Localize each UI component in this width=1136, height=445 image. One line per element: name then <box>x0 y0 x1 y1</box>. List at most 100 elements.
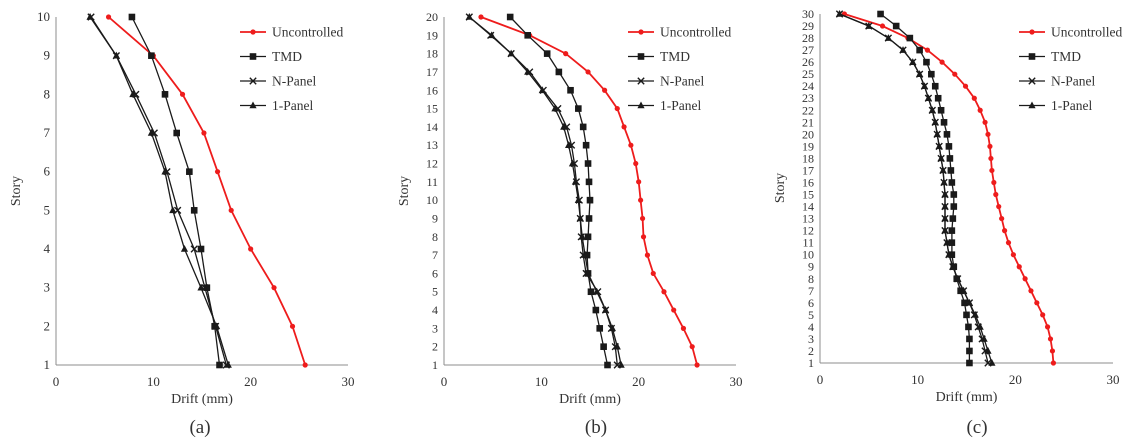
data-point <box>112 51 120 59</box>
panel-label: (b) <box>585 417 607 438</box>
data-point <box>600 343 607 350</box>
y-tick-label: 19 <box>426 28 438 42</box>
data-point <box>941 214 949 222</box>
data-point <box>950 203 958 210</box>
data-point <box>940 178 948 186</box>
data-point <box>201 130 207 136</box>
data-point <box>991 179 997 186</box>
legend-marker <box>1028 53 1036 60</box>
data-point <box>1049 348 1056 354</box>
y-tick-label: 14 <box>802 200 814 214</box>
x-tick-label: 10 <box>535 374 548 389</box>
legend-label: Uncontrolled <box>660 25 731 40</box>
x-tick-label: 30 <box>342 374 355 389</box>
data-point <box>954 274 962 282</box>
legend-marker <box>250 29 256 35</box>
y-tick-label: 6 <box>432 266 438 280</box>
data-point <box>949 215 957 222</box>
data-point <box>879 23 886 29</box>
data-point <box>1050 360 1057 366</box>
series-line <box>844 13 1055 364</box>
data-point <box>966 359 973 367</box>
data-point <box>608 324 616 332</box>
data-point <box>228 207 234 213</box>
x-tick-label: 30 <box>730 374 743 389</box>
legend-item: TMD <box>1019 49 1081 64</box>
y-tick-label: 17 <box>426 65 438 79</box>
y-tick-label: 30 <box>802 7 814 21</box>
data-point <box>933 130 941 138</box>
legend-label: N-Panel <box>272 74 316 89</box>
data-point <box>671 307 677 313</box>
data-point <box>543 50 551 57</box>
y-tick-label: 10 <box>37 9 50 24</box>
data-point <box>877 10 884 18</box>
y-tick-label: 5 <box>432 285 438 299</box>
data-point <box>604 361 611 369</box>
legend-marker <box>1028 101 1036 109</box>
legend-item: 1-Panel <box>240 98 313 113</box>
y-tick-label: 28 <box>802 31 814 45</box>
y-tick-label: 16 <box>426 83 438 97</box>
data-point <box>928 70 935 78</box>
x-tick-label: 0 <box>441 374 448 389</box>
data-point <box>614 105 620 112</box>
data-point <box>952 71 958 77</box>
y-tick-label: 11 <box>802 236 814 250</box>
series-tmd <box>506 13 611 369</box>
y-tick-label: 8 <box>432 230 438 244</box>
data-point <box>948 179 956 186</box>
legend-label: TMD <box>272 49 302 64</box>
y-tick-label: 15 <box>426 102 438 116</box>
data-point <box>920 82 929 90</box>
series-1-panel <box>835 10 996 366</box>
y-tick-label: 12 <box>426 157 438 171</box>
legend-marker <box>638 29 644 35</box>
legend-item: Uncontrolled <box>240 25 343 40</box>
y-tick-label: 9 <box>432 211 438 225</box>
data-point <box>596 325 604 332</box>
x-axis-title: Drift (mm) <box>171 392 233 407</box>
legend-label: TMD <box>1051 49 1081 64</box>
legend-item: N-Panel <box>628 74 704 89</box>
data-point <box>586 196 594 204</box>
data-point <box>568 159 577 167</box>
series-1-panel <box>86 13 232 368</box>
data-point <box>976 322 984 330</box>
data-point <box>551 104 559 112</box>
data-point <box>524 67 532 75</box>
data-point <box>934 94 942 102</box>
data-point <box>628 142 634 148</box>
data-point <box>965 298 974 306</box>
data-point <box>650 270 656 277</box>
data-point <box>899 46 907 53</box>
series-line <box>880 13 971 363</box>
data-point <box>916 70 924 77</box>
data-point <box>940 119 948 126</box>
y-tick-label: 4 <box>44 241 51 256</box>
data-point <box>680 325 687 331</box>
y-tick-label: 25 <box>802 67 814 81</box>
legend-label: 1-Panel <box>272 98 313 113</box>
chart-panel-1: 1 2 3 4 5 6 7 8 9 10 0 10 20 30 Drift (mm) Story (a) Unco… <box>9 9 355 438</box>
legend-marker <box>249 101 257 109</box>
y-tick-label: 13 <box>802 212 814 226</box>
data-point <box>931 82 939 90</box>
data-point <box>988 359 996 366</box>
y-tick-label: 3 <box>808 332 814 346</box>
data-point <box>584 160 592 167</box>
data-point <box>636 179 642 185</box>
series-tmd <box>877 10 973 367</box>
data-point <box>203 284 211 291</box>
data-point <box>928 106 936 114</box>
data-point <box>906 34 914 42</box>
data-point <box>581 251 589 258</box>
data-point <box>555 68 563 76</box>
y-tick-label: 9 <box>808 260 814 274</box>
data-point <box>1040 312 1046 318</box>
x-tick-label: 20 <box>244 374 257 389</box>
data-point <box>86 13 94 20</box>
legend-label: N-Panel <box>660 74 704 89</box>
